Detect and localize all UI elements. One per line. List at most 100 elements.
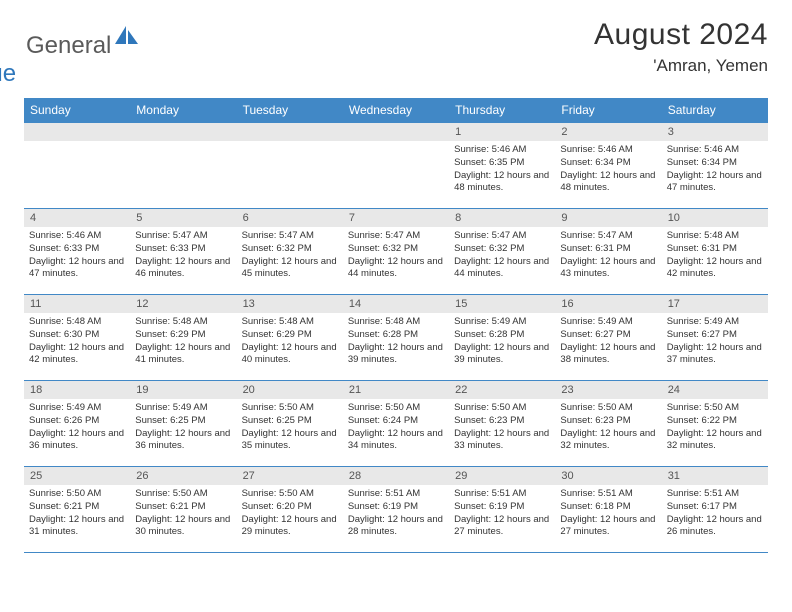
sunset-text: Sunset: 6:29 PM xyxy=(135,329,231,342)
day-content: Sunrise: 5:47 AMSunset: 6:33 PMDaylight:… xyxy=(130,227,236,284)
calendar-day-cell: 16Sunrise: 5:49 AMSunset: 6:27 PMDayligh… xyxy=(555,295,661,381)
daylight-text: Daylight: 12 hours and 33 minutes. xyxy=(454,428,550,454)
day-content: Sunrise: 5:50 AMSunset: 6:21 PMDaylight:… xyxy=(24,485,130,542)
daylight-text: Daylight: 12 hours and 48 minutes. xyxy=(560,170,656,196)
sunrise-text: Sunrise: 5:50 AM xyxy=(454,402,550,415)
sunrise-text: Sunrise: 5:46 AM xyxy=(560,144,656,157)
sunrise-text: Sunrise: 5:47 AM xyxy=(348,230,444,243)
sunrise-text: Sunrise: 5:49 AM xyxy=(135,402,231,415)
calendar-week-row: 18Sunrise: 5:49 AMSunset: 6:26 PMDayligh… xyxy=(24,381,768,467)
daylight-text: Daylight: 12 hours and 36 minutes. xyxy=(29,428,125,454)
day-number: 22 xyxy=(449,381,555,399)
sunset-text: Sunset: 6:26 PM xyxy=(29,415,125,428)
day-number: 23 xyxy=(555,381,661,399)
day-number: 28 xyxy=(343,467,449,485)
day-content: Sunrise: 5:51 AMSunset: 6:18 PMDaylight:… xyxy=(555,485,661,542)
day-content: Sunrise: 5:48 AMSunset: 6:29 PMDaylight:… xyxy=(237,313,343,370)
daylight-text: Daylight: 12 hours and 32 minutes. xyxy=(560,428,656,454)
calendar-day-cell: 13Sunrise: 5:48 AMSunset: 6:29 PMDayligh… xyxy=(237,295,343,381)
calendar-day-cell xyxy=(343,123,449,209)
day-number: 8 xyxy=(449,209,555,227)
sunrise-text: Sunrise: 5:50 AM xyxy=(135,488,231,501)
day-number: 1 xyxy=(449,123,555,141)
daylight-text: Daylight: 12 hours and 28 minutes. xyxy=(348,514,444,540)
sunrise-text: Sunrise: 5:49 AM xyxy=(29,402,125,415)
daylight-text: Daylight: 12 hours and 44 minutes. xyxy=(454,256,550,282)
sunset-text: Sunset: 6:22 PM xyxy=(667,415,763,428)
logo: General Blue xyxy=(26,32,141,88)
calendar-week-row: 4Sunrise: 5:46 AMSunset: 6:33 PMDaylight… xyxy=(24,209,768,295)
daylight-text: Daylight: 12 hours and 46 minutes. xyxy=(135,256,231,282)
day-content: Sunrise: 5:51 AMSunset: 6:19 PMDaylight:… xyxy=(343,485,449,542)
daylight-text: Daylight: 12 hours and 47 minutes. xyxy=(29,256,125,282)
day-content: Sunrise: 5:47 AMSunset: 6:31 PMDaylight:… xyxy=(555,227,661,284)
day-content: Sunrise: 5:51 AMSunset: 6:17 PMDaylight:… xyxy=(662,485,768,542)
calendar-page: General Blue August 2024 'Amran, Yemen S… xyxy=(0,0,792,563)
calendar-week-row: 1Sunrise: 5:46 AMSunset: 6:35 PMDaylight… xyxy=(24,123,768,209)
weekday-header: Sunday xyxy=(24,98,130,123)
sunrise-text: Sunrise: 5:50 AM xyxy=(348,402,444,415)
day-content: Sunrise: 5:48 AMSunset: 6:31 PMDaylight:… xyxy=(662,227,768,284)
weekday-header: Saturday xyxy=(662,98,768,123)
daylight-text: Daylight: 12 hours and 34 minutes. xyxy=(348,428,444,454)
day-content: Sunrise: 5:46 AMSunset: 6:33 PMDaylight:… xyxy=(24,227,130,284)
daylight-text: Daylight: 12 hours and 27 minutes. xyxy=(560,514,656,540)
day-number: 15 xyxy=(449,295,555,313)
daylight-text: Daylight: 12 hours and 39 minutes. xyxy=(454,342,550,368)
daylight-text: Daylight: 12 hours and 37 minutes. xyxy=(667,342,763,368)
sunrise-text: Sunrise: 5:50 AM xyxy=(242,488,338,501)
calendar-day-cell: 20Sunrise: 5:50 AMSunset: 6:25 PMDayligh… xyxy=(237,381,343,467)
day-number: 27 xyxy=(237,467,343,485)
sunrise-text: Sunrise: 5:48 AM xyxy=(348,316,444,329)
title-block: August 2024 'Amran, Yemen xyxy=(594,18,768,76)
daylight-text: Daylight: 12 hours and 26 minutes. xyxy=(667,514,763,540)
sunset-text: Sunset: 6:25 PM xyxy=(135,415,231,428)
day-number: 3 xyxy=(662,123,768,141)
sunset-text: Sunset: 6:32 PM xyxy=(242,243,338,256)
sunset-text: Sunset: 6:24 PM xyxy=(348,415,444,428)
day-content: Sunrise: 5:46 AMSunset: 6:35 PMDaylight:… xyxy=(449,141,555,198)
daylight-text: Daylight: 12 hours and 48 minutes. xyxy=(454,170,550,196)
day-content: Sunrise: 5:48 AMSunset: 6:29 PMDaylight:… xyxy=(130,313,236,370)
calendar-day-cell: 28Sunrise: 5:51 AMSunset: 6:19 PMDayligh… xyxy=(343,467,449,553)
day-number: 21 xyxy=(343,381,449,399)
sunset-text: Sunset: 6:27 PM xyxy=(667,329,763,342)
day-content: Sunrise: 5:49 AMSunset: 6:27 PMDaylight:… xyxy=(662,313,768,370)
weekday-header: Wednesday xyxy=(343,98,449,123)
sunrise-text: Sunrise: 5:49 AM xyxy=(667,316,763,329)
day-content: Sunrise: 5:47 AMSunset: 6:32 PMDaylight:… xyxy=(237,227,343,284)
sunrise-text: Sunrise: 5:48 AM xyxy=(135,316,231,329)
day-content: Sunrise: 5:47 AMSunset: 6:32 PMDaylight:… xyxy=(449,227,555,284)
calendar-body: 1Sunrise: 5:46 AMSunset: 6:35 PMDaylight… xyxy=(24,123,768,553)
sunset-text: Sunset: 6:33 PM xyxy=(29,243,125,256)
day-number: 19 xyxy=(130,381,236,399)
sunrise-text: Sunrise: 5:51 AM xyxy=(667,488,763,501)
day-number: 9 xyxy=(555,209,661,227)
daylight-text: Daylight: 12 hours and 40 minutes. xyxy=(242,342,338,368)
sunrise-text: Sunrise: 5:48 AM xyxy=(29,316,125,329)
day-number: 24 xyxy=(662,381,768,399)
day-content: Sunrise: 5:50 AMSunset: 6:23 PMDaylight:… xyxy=(555,399,661,456)
sunset-text: Sunset: 6:20 PM xyxy=(242,501,338,514)
day-content: Sunrise: 5:47 AMSunset: 6:32 PMDaylight:… xyxy=(343,227,449,284)
sunset-text: Sunset: 6:27 PM xyxy=(560,329,656,342)
sunrise-text: Sunrise: 5:49 AM xyxy=(454,316,550,329)
calendar-day-cell: 11Sunrise: 5:48 AMSunset: 6:30 PMDayligh… xyxy=(24,295,130,381)
sunrise-text: Sunrise: 5:49 AM xyxy=(560,316,656,329)
sunrise-text: Sunrise: 5:46 AM xyxy=(667,144,763,157)
calendar-day-cell: 4Sunrise: 5:46 AMSunset: 6:33 PMDaylight… xyxy=(24,209,130,295)
day-number: 13 xyxy=(237,295,343,313)
daylight-text: Daylight: 12 hours and 41 minutes. xyxy=(135,342,231,368)
month-title: August 2024 xyxy=(594,18,768,52)
day-number: 10 xyxy=(662,209,768,227)
day-number: 20 xyxy=(237,381,343,399)
calendar-day-cell: 7Sunrise: 5:47 AMSunset: 6:32 PMDaylight… xyxy=(343,209,449,295)
calendar-header-row: Sunday Monday Tuesday Wednesday Thursday… xyxy=(24,98,768,123)
calendar-day-cell: 8Sunrise: 5:47 AMSunset: 6:32 PMDaylight… xyxy=(449,209,555,295)
sunset-text: Sunset: 6:18 PM xyxy=(560,501,656,514)
calendar-day-cell: 30Sunrise: 5:51 AMSunset: 6:18 PMDayligh… xyxy=(555,467,661,553)
calendar-day-cell: 24Sunrise: 5:50 AMSunset: 6:22 PMDayligh… xyxy=(662,381,768,467)
day-content: Sunrise: 5:48 AMSunset: 6:30 PMDaylight:… xyxy=(24,313,130,370)
location: 'Amran, Yemen xyxy=(594,56,768,76)
day-content: Sunrise: 5:50 AMSunset: 6:25 PMDaylight:… xyxy=(237,399,343,456)
